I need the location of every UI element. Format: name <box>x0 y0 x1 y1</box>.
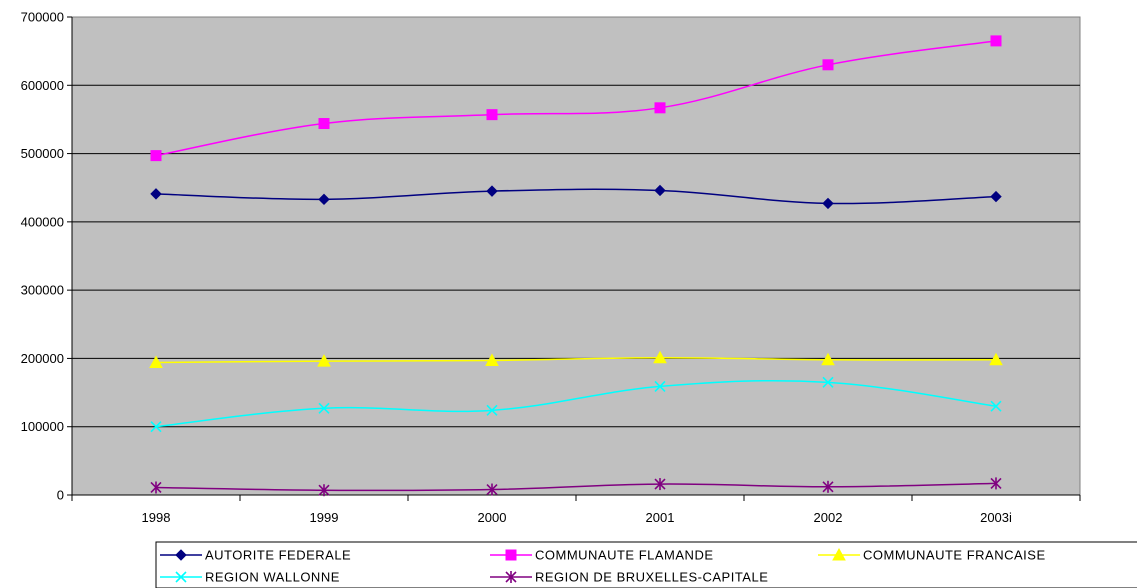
data-point <box>317 354 331 367</box>
data-point <box>486 483 498 496</box>
data-point <box>486 109 498 121</box>
data-point <box>989 352 1003 366</box>
legend-entry: COMMUNAUTE FLAMANDE <box>490 548 714 563</box>
gridlines <box>72 84 1080 428</box>
data-point <box>318 402 330 414</box>
data-point <box>654 184 666 197</box>
data-point <box>822 480 834 493</box>
data-point <box>318 193 330 206</box>
series-1 <box>150 35 1002 162</box>
series-line <box>155 188 997 205</box>
series-line <box>155 40 997 157</box>
data-point <box>654 380 666 392</box>
legend-box <box>155 541 1137 588</box>
data-point <box>486 404 498 416</box>
data-point <box>990 400 1002 412</box>
series-4 <box>150 477 1002 497</box>
y-tick-label: 200000 <box>21 351 64 366</box>
data-point <box>990 35 1002 47</box>
series-line <box>155 356 997 364</box>
series-0 <box>150 184 1002 210</box>
x-tick-label: 2002 <box>814 510 843 525</box>
data-point <box>485 353 499 366</box>
series-2 <box>149 350 1003 369</box>
data-point <box>654 478 666 491</box>
series-3 <box>150 376 1002 433</box>
x-tick-label: 1998 <box>142 510 171 525</box>
data-point <box>653 350 667 364</box>
legend-entry: REGION WALLONNE <box>160 570 340 585</box>
x-tick-label: 2001 <box>646 510 675 525</box>
legend-entry: AUTORITE FEDERALE <box>160 548 351 563</box>
y-axis: 0 100000 200000 300000 400000 500000 600000 700… <box>21 10 73 503</box>
series-line <box>155 379 997 428</box>
data-point <box>822 376 834 388</box>
data-point <box>150 188 162 200</box>
data-point <box>150 481 162 494</box>
legend-entry: COMMUNAUTE FRANCAISE <box>818 547 1046 563</box>
series-layer <box>149 35 1003 497</box>
x-tick-label: 1999 <box>310 510 339 525</box>
x-axis: 1998 1999 2000 2001 2002 2003i <box>71 494 1081 525</box>
data-point <box>150 150 162 162</box>
data-point <box>149 355 163 369</box>
data-point <box>822 59 834 71</box>
data-point <box>990 477 1002 490</box>
data-point <box>821 352 835 366</box>
legend-label: COMMUNAUTE FRANCAISE <box>863 548 1046 563</box>
legend-marker <box>505 571 517 583</box>
x-tick-label: 2000 <box>478 510 507 525</box>
data-point <box>150 421 162 433</box>
y-tick-label: 300000 <box>21 283 64 298</box>
data-point <box>990 190 1002 203</box>
x-tick-label: 2003i <box>980 510 1012 525</box>
legend-label: REGION DE BRUXELLES-CAPITALE <box>535 570 768 585</box>
y-tick-label: 400000 <box>21 214 64 229</box>
legend-entry: REGION DE BRUXELLES-CAPITALE <box>490 570 768 585</box>
data-point <box>318 118 330 130</box>
data-point <box>486 185 498 197</box>
y-tick-label: 100000 <box>21 419 64 434</box>
legend-marker <box>832 547 846 561</box>
series-line <box>155 482 997 492</box>
y-tick-label: 500000 <box>21 146 64 161</box>
data-point <box>318 484 330 497</box>
data-point <box>822 197 834 210</box>
legend-label: REGION WALLONNE <box>205 570 340 585</box>
legend: AUTORITE FEDERALE COMMUNAUTE FLAMANDE COMM… <box>155 541 1137 588</box>
plot-area <box>71 16 1081 496</box>
data-point <box>654 102 666 114</box>
y-tick-label: 700000 <box>21 10 64 25</box>
y-tick-label: 0 <box>57 488 64 503</box>
legend-label: AUTORITE FEDERALE <box>205 548 351 563</box>
legend-marker <box>175 549 187 561</box>
legend-marker <box>505 549 517 561</box>
legend-marker <box>175 571 187 583</box>
y-tick-label: 600000 <box>21 78 64 93</box>
legend-label: COMMUNAUTE FLAMANDE <box>535 548 714 563</box>
